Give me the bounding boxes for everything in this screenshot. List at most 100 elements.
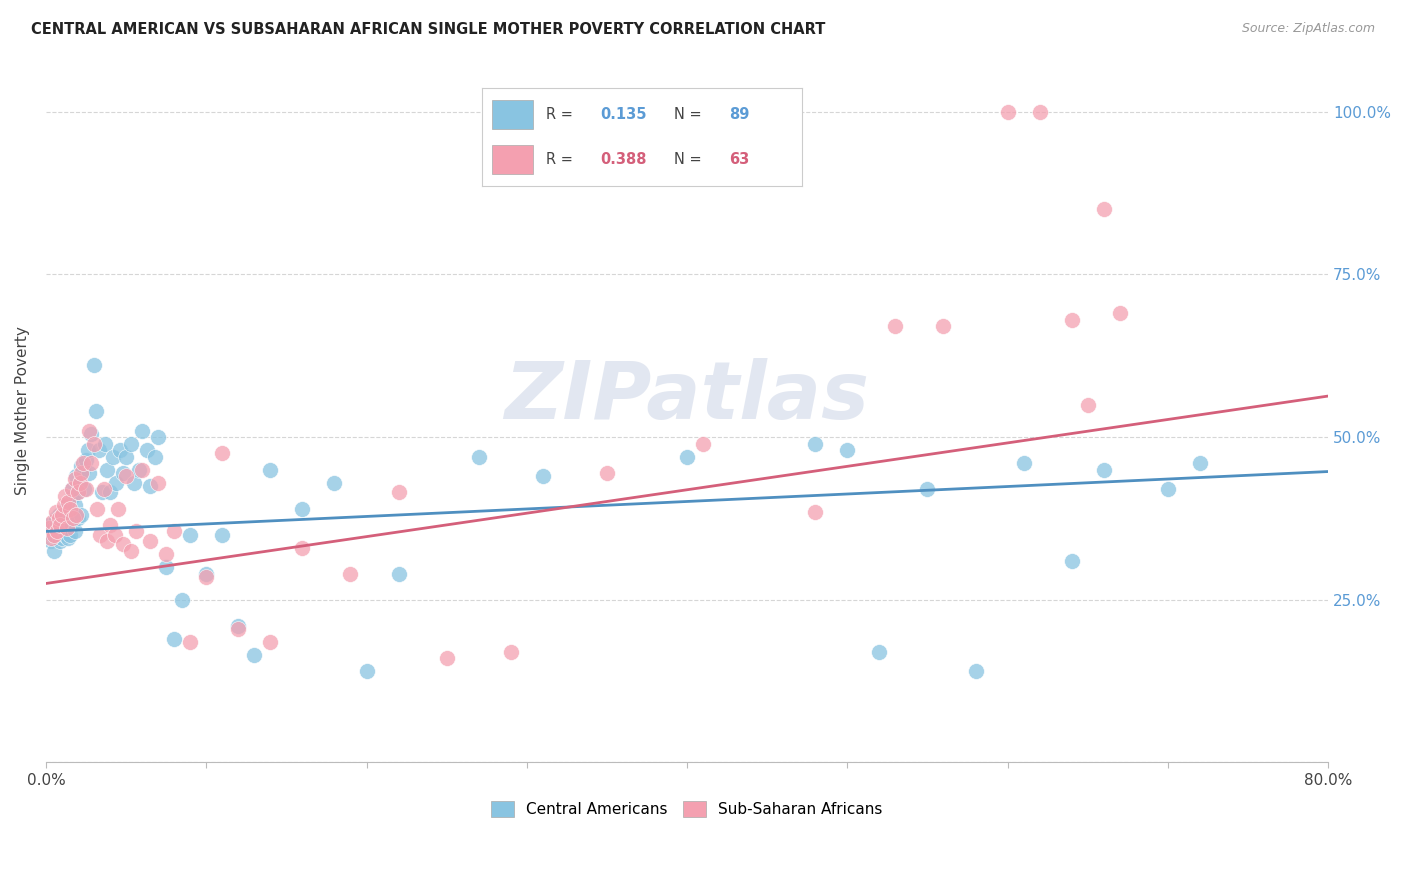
Point [917,482,939,496]
Point [59,527,82,541]
Point [62,511,84,525]
Point [70,459,93,474]
Y-axis label: Single Mother Poverty: Single Mother Poverty [15,326,30,495]
Point [80,426,103,441]
Point [49,534,72,549]
Point [107,501,129,516]
Point [69,475,91,490]
Point [77,424,100,438]
Point [45,505,67,519]
Text: Source: ZipAtlas.com: Source: ZipAtlas.com [1241,22,1375,36]
Point [387,566,409,581]
Point [86,501,108,516]
Point [676,450,699,464]
Point [52,505,75,519]
Point [63,524,86,539]
Point [75,482,97,496]
Point [104,527,127,541]
Point [436,651,458,665]
Point [91,485,114,500]
Point [837,443,859,458]
Point [387,485,409,500]
Point [59,508,82,523]
Point [179,635,201,649]
Point [997,104,1019,119]
Point [56,499,79,513]
Point [77,466,100,480]
Point [291,541,314,555]
Point [66,511,89,525]
Point [93,482,115,496]
Point [139,479,162,493]
Point [66,485,89,500]
Point [45,511,67,525]
Point [66,485,89,500]
Point [51,508,73,523]
Point [56,521,79,535]
Point [128,462,150,476]
Point [75,452,97,467]
Point [211,527,233,541]
Point [69,475,91,490]
Point [42,527,65,541]
Point [53,511,76,525]
Text: ZIPatlas: ZIPatlas [505,358,869,436]
Point [1108,306,1130,320]
Point [72,456,94,470]
Point [136,443,159,458]
Point [38,521,60,535]
Point [42,521,65,535]
Point [60,482,83,496]
Point [96,534,118,549]
Point [111,466,134,480]
Point [1092,462,1115,476]
Point [1060,313,1083,327]
Point [122,475,145,490]
Point [596,466,619,480]
Point [48,527,70,541]
Point [1077,397,1099,411]
Point [60,482,83,496]
Point [146,430,169,444]
Point [163,524,186,539]
Point [70,466,93,480]
Point [98,517,121,532]
Point [211,446,233,460]
Point [62,489,84,503]
Point [195,566,218,581]
Point [172,592,194,607]
Point [115,450,138,464]
Point [932,319,955,334]
Point [63,499,86,513]
Point [76,443,98,458]
Point [131,462,153,476]
Point [884,319,907,334]
Point [531,469,554,483]
Point [96,462,118,476]
Point [155,560,177,574]
Point [146,475,169,490]
Point [1012,456,1035,470]
Point [1157,482,1180,496]
Point [60,517,83,532]
Point [52,499,75,513]
Point [226,619,249,633]
Point [41,527,63,541]
Point [499,645,522,659]
Point [58,495,80,509]
Point [48,508,70,523]
Point [46,531,69,545]
Point [98,485,121,500]
Point [83,436,105,450]
Point [139,534,162,549]
Point [179,527,201,541]
Legend: Central Americans, Sub-Saharan Africans: Central Americans, Sub-Saharan Africans [484,794,890,825]
Point [131,424,153,438]
Point [868,645,890,659]
Point [1028,104,1050,119]
Point [356,665,378,679]
Point [111,537,134,551]
Point [62,508,84,523]
Point [120,436,142,450]
Point [120,544,142,558]
